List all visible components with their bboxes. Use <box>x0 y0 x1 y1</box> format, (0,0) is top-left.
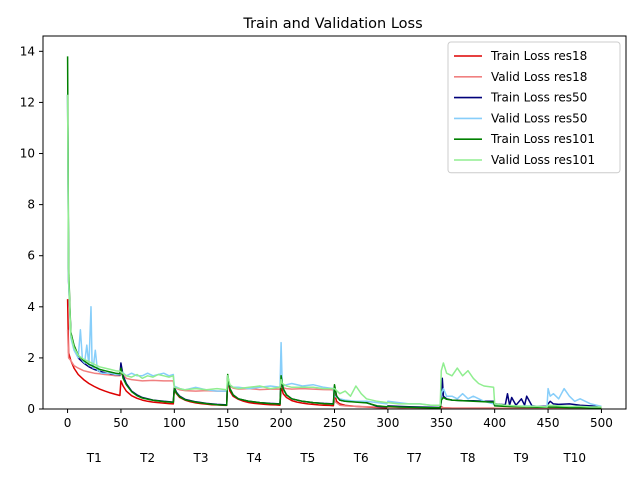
legend-label-4: Train Loss res101 <box>490 132 595 146</box>
series-line-5 <box>66 94 602 408</box>
chart-title: Train and Validation Loss <box>242 16 422 32</box>
x-tick-label-5: 250 <box>323 416 346 430</box>
task-label-5: T6 <box>353 451 369 465</box>
y-tick-label-5: 10 <box>20 147 35 161</box>
y-tick-label-2: 4 <box>27 300 35 314</box>
task-label-4: T5 <box>299 451 315 465</box>
task-label-6: T7 <box>406 451 422 465</box>
x-tick-label-2: 100 <box>163 416 186 430</box>
y-tick-label-4: 8 <box>27 198 35 212</box>
task-labels: T1 T2 T3 T4 T5 T6 T7 T8 T9 T10 <box>86 451 586 465</box>
series-layer <box>66 56 602 410</box>
legend-label-0: Train Loss res18 <box>490 49 587 63</box>
x-tick-label-8: 400 <box>483 416 506 430</box>
x-tick-label-9: 450 <box>537 416 560 430</box>
x-tick-label-6: 300 <box>376 416 399 430</box>
task-label-2: T3 <box>193 451 209 465</box>
series-line-4 <box>66 56 602 409</box>
task-label-8: T9 <box>513 451 529 465</box>
legend-label-1: Valid Loss res18 <box>491 70 587 84</box>
x-tick-label-0: 0 <box>64 416 72 430</box>
x-axis: 0 50 100 150 200 250 300 350 400 450 500 <box>64 409 613 430</box>
task-label-1: T2 <box>139 451 155 465</box>
y-tick-label-3: 6 <box>27 249 35 263</box>
x-tick-label-3: 150 <box>216 416 239 430</box>
legend-label-3: Valid Loss res50 <box>491 111 587 125</box>
legend: Train Loss res18 Valid Loss res18 Train Lo… <box>447 41 621 174</box>
task-label-0: T1 <box>86 451 102 465</box>
legend-label-2: Train Loss res50 <box>490 91 587 105</box>
task-label-7: T8 <box>459 451 475 465</box>
x-tick-label-4: 200 <box>270 416 293 430</box>
legend-label-5: Valid Loss res101 <box>491 153 595 167</box>
x-tick-label-7: 350 <box>430 416 453 430</box>
y-axis: 0 2 4 6 8 10 12 14 <box>20 44 43 416</box>
x-tick-label-1: 50 <box>113 416 128 430</box>
y-tick-label-6: 12 <box>20 95 35 109</box>
y-tick-label-1: 2 <box>27 351 35 365</box>
legend-box <box>447 41 621 174</box>
y-tick-label-0: 0 <box>27 402 35 416</box>
y-tick-label-7: 14 <box>20 44 35 58</box>
x-tick-label-10: 500 <box>590 416 613 430</box>
task-label-9: T10 <box>562 451 586 465</box>
task-label-3: T4 <box>246 451 262 465</box>
